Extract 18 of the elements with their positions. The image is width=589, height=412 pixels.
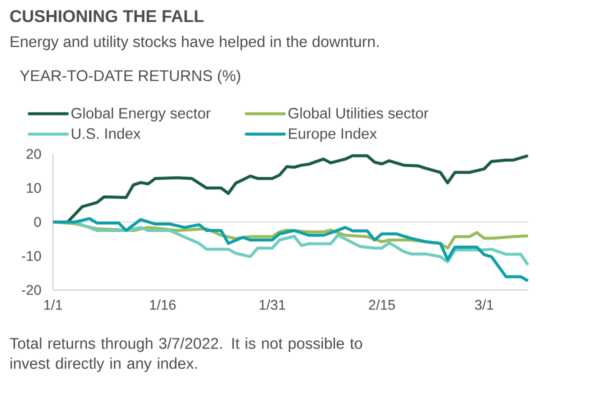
legend-label: U.S. Index: [72, 128, 141, 139]
chart-title: CUSHIONING THE FALL: [10, 10, 204, 22]
x-tick-label: 2/15: [368, 300, 395, 310]
legend-label: Global Energy sector: [71, 108, 210, 122]
y-axis-title: YEAR-TO-DATE RETURNS (%): [20, 70, 240, 84]
text: Total returns through 3/7/2022. It is not possible to invest directly in any index.: [10, 338, 362, 372]
chart-subtitle: Energy and utility stocks have helped in the downturn.: [10, 36, 379, 50]
x-tick-label: 1/1: [44, 300, 62, 310]
y-tick-label: 10: [26, 183, 41, 193]
y-tick-label: -10: [22, 251, 41, 261]
x-tick-label: 3/1: [474, 300, 494, 310]
x-tick-label: 1/16: [150, 300, 176, 310]
y-tick-label: 0: [34, 217, 41, 227]
y-tick-label: -20: [22, 285, 41, 295]
y-tick-label: 20: [26, 149, 41, 159]
x-tick-label: 1/31: [260, 300, 286, 310]
legend-label: Europe Index: [288, 128, 377, 142]
legend-label: Global Utilities sector: [288, 108, 428, 119]
